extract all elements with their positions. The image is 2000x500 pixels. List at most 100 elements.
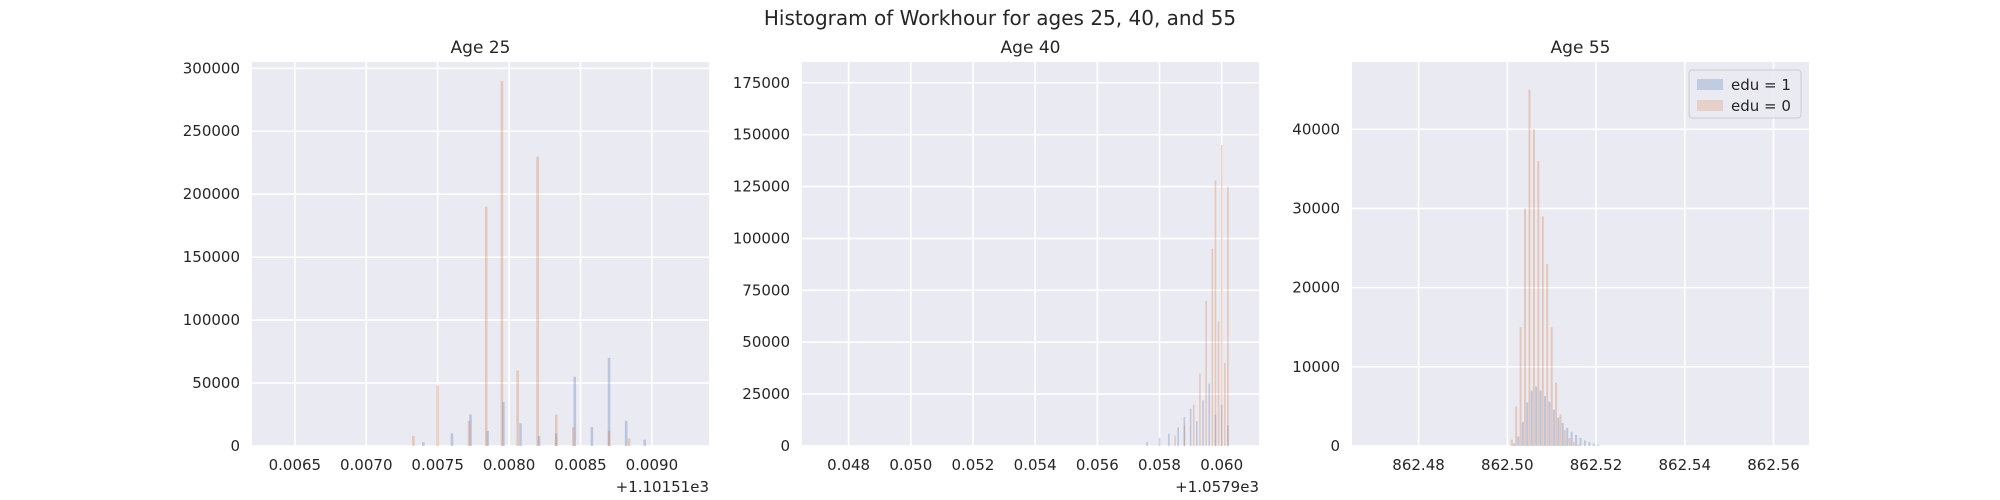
histogram-bar (519, 423, 522, 446)
plot-background (252, 62, 709, 446)
histogram-bar (1579, 438, 1582, 446)
histogram-bar (486, 430, 489, 446)
histogram-bar (624, 420, 628, 446)
legend-frame (1688, 69, 1802, 119)
x-tick-label: 0.058 (1138, 456, 1181, 474)
histogram-bar (422, 442, 425, 446)
histogram-bar (1217, 321, 1220, 446)
histogram-bar (554, 433, 558, 446)
histogram-bar (1214, 180, 1217, 446)
histogram-bar (1535, 386, 1538, 446)
histogram-bar (573, 376, 577, 446)
histogram-bar (1555, 382, 1558, 446)
histogram-bar (1526, 402, 1529, 446)
y-tick-label: 300000 (183, 59, 240, 77)
y-tick-label: 50000 (742, 333, 790, 351)
histogram-bar (1205, 300, 1207, 446)
histogram-bar (1572, 442, 1575, 446)
histogram-bar (536, 156, 539, 446)
subplot-title: Age 25 (451, 38, 511, 58)
x-tick-label: 0.0085 (554, 456, 607, 474)
x-tick-label: 0.0075 (411, 456, 464, 474)
histogram-bar (572, 427, 575, 446)
histogram-bar (1583, 440, 1586, 446)
y-tick-label: 0 (1330, 437, 1340, 455)
histogram-bar (607, 430, 611, 446)
histogram-bar (1208, 383, 1211, 446)
histogram-bar (484, 206, 488, 446)
histogram-bar (1544, 396, 1547, 446)
histogram-bar (643, 439, 647, 446)
y-tick-label: 175000 (733, 74, 790, 92)
histogram-bar (1537, 160, 1540, 446)
histogram-bar (1189, 408, 1192, 446)
histogram-bar (1550, 327, 1553, 446)
x-offset-label: +1.10151e3 (616, 478, 709, 496)
histogram-bar (467, 420, 471, 446)
y-tick-label: 100000 (183, 311, 240, 329)
histogram-bar (1515, 406, 1518, 446)
histogram-bar (516, 370, 519, 446)
x-tick-label: 862.48 (1392, 456, 1445, 474)
plot-background (1352, 62, 1809, 446)
histogram-bar (1220, 145, 1223, 446)
y-tick-label: 125000 (733, 178, 790, 196)
x-tick-label: 0.052 (952, 456, 995, 474)
y-tick-label: 200000 (183, 185, 240, 203)
histogram-bar (1158, 437, 1161, 446)
histogram-bar (1202, 400, 1204, 446)
y-tick-label: 40000 (1292, 120, 1340, 138)
x-tick-label: 0.056 (1076, 456, 1119, 474)
legend-swatch (1697, 79, 1723, 90)
histogram-bar (1146, 441, 1148, 446)
legend-swatch (1697, 100, 1723, 111)
x-tick-label: 0.0070 (340, 456, 393, 474)
histogram-bar (1227, 425, 1229, 446)
x-tick-label: 0.054 (1014, 456, 1057, 474)
histogram-bar (436, 385, 439, 446)
histogram-bar (1199, 373, 1201, 446)
y-tick-label: 150000 (733, 126, 790, 144)
histogram-bar (1575, 434, 1578, 446)
histogram-bar (1559, 414, 1562, 446)
histogram-bar (500, 80, 504, 446)
histogram-bar (1528, 89, 1531, 446)
histogram-bar (1561, 423, 1564, 446)
x-tick-label: 0.0080 (483, 456, 536, 474)
histogram-bar (1568, 438, 1571, 446)
histogram-bar (1517, 436, 1520, 446)
histogram-bar (1541, 216, 1544, 446)
histogram-bar (1521, 422, 1524, 446)
histogram-bar (1546, 263, 1549, 446)
subplot-3: 862.48 862.50 862.52 862.54 862.56 0 10000 2000… (1292, 38, 1809, 474)
histogram-bar (1214, 414, 1217, 446)
histogram-bar (1592, 443, 1595, 446)
histogram-bar (1532, 129, 1535, 446)
legend-label: edu = 0 (1731, 97, 1791, 115)
histogram-bar (1570, 431, 1573, 446)
subplot-1: 0.0065 0.0070 0.0075 0.0080 0.0085 0.0090 0 500… (183, 38, 709, 496)
histogram-bar (1530, 390, 1533, 446)
y-tick-label: 75000 (742, 281, 790, 299)
histogram-bar (1519, 327, 1522, 446)
bars-group (412, 80, 647, 446)
x-tick-label: 862.54 (1659, 456, 1712, 474)
histogram-bar (1552, 409, 1555, 446)
x-tick-label: 0.048 (827, 456, 870, 474)
legend: edu = 1 edu = 0 (1688, 69, 1802, 119)
histogram-bar (1597, 444, 1600, 446)
y-tick-label: 0 (780, 437, 790, 455)
histogram-bar (1512, 443, 1515, 446)
plot-background (802, 62, 1259, 446)
x-tick-label: 862.56 (1747, 456, 1800, 474)
y-tick-label: 0 (230, 437, 240, 455)
histogram-bar (1196, 421, 1198, 446)
histogram-bar (1539, 390, 1542, 446)
histogram-bar (1224, 362, 1226, 446)
histogram-bar (1177, 427, 1179, 446)
histogram-bar (469, 414, 472, 446)
figure-title: Histogram of Workhour for ages 25, 40, a… (763, 6, 1237, 30)
y-tick-label: 20000 (1292, 279, 1340, 297)
histogram-bar (450, 433, 454, 446)
